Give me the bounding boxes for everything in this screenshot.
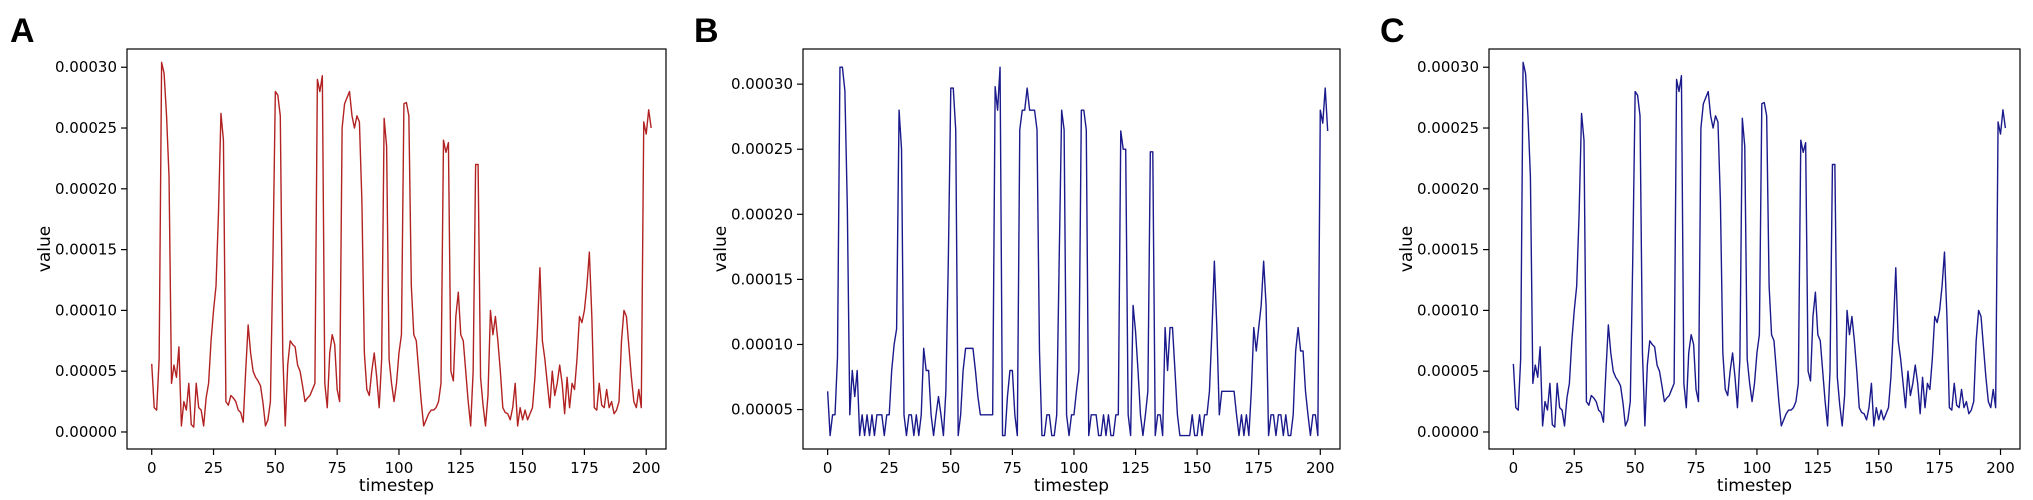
x-tick-label: 75 (1686, 459, 1705, 477)
y-tick-label: 0.00020 (55, 180, 117, 198)
y-tick-label: 0.00010 (55, 301, 117, 319)
panel-b: B 0 25 50 75 100 125 150 175 200 0.00005 0.00010 0.0… (694, 12, 1341, 496)
y-tick-label: 0.00025 (1417, 119, 1479, 137)
panel-label: A (10, 12, 35, 50)
x-tick-label: 25 (204, 459, 223, 477)
x-tick-label: 150 (508, 459, 537, 477)
y-tick-label: 0.00005 (55, 362, 117, 380)
x-tick-label: 75 (1003, 459, 1022, 477)
y-tick-label: 0.00025 (731, 140, 793, 158)
x-tick-label: 200 (632, 459, 661, 477)
x-tick-label: 50 (1626, 459, 1645, 477)
y-tick-label: 0.00030 (55, 58, 117, 76)
y-tick-label: 0.00030 (1417, 58, 1479, 76)
x-tick-label: 25 (880, 459, 899, 477)
x-tick-label: 0 (823, 459, 833, 477)
axes-frame (802, 48, 1341, 450)
x-axis-label: timestep (1034, 476, 1109, 496)
axes-frame (126, 48, 667, 450)
panel-c: C 0 25 50 75 100 125 150 175 200 0.00000 0.00005 0.0… (1380, 12, 2021, 496)
y-tick-label: 0.00020 (731, 205, 793, 223)
x-tick-label: 75 (328, 459, 347, 477)
x-tick-label: 100 (385, 459, 414, 477)
x-tick-label: 175 (1244, 459, 1273, 477)
x-tick-label: 25 (1565, 459, 1584, 477)
x-tick-label: 125 (446, 459, 475, 477)
x-tick-label: 0 (147, 459, 157, 477)
x-tick-label: 175 (1925, 459, 1954, 477)
x-axis-label: timestep (1717, 476, 1792, 496)
x-tick-label: 200 (1306, 459, 1335, 477)
panel-label: C (1380, 12, 1405, 50)
y-axis-label: value (1397, 226, 1417, 272)
series-line (1512, 61, 2007, 428)
y-tick-label: 0.00000 (55, 423, 117, 441)
y-tick-label: 0.00005 (1417, 362, 1479, 380)
x-tick-label: 200 (1986, 459, 2015, 477)
series-line (826, 66, 1329, 437)
y-tick-label: 0.00000 (1417, 423, 1479, 441)
y-axis-label: value (35, 226, 55, 272)
panel-label: B (694, 12, 719, 50)
y-tick-label: 0.00015 (731, 270, 793, 288)
y-tick-label: 0.00010 (731, 335, 793, 353)
x-tick-label: 175 (570, 459, 599, 477)
y-tick-label: 0.00020 (1417, 180, 1479, 198)
y-tick-label: 0.00005 (731, 401, 793, 419)
axes-frame (1488, 48, 2021, 450)
series-line (151, 61, 652, 428)
x-axis-label: timestep (359, 476, 434, 496)
y-tick-label: 0.00010 (1417, 301, 1479, 319)
x-tick-label: 125 (1121, 459, 1150, 477)
y-tick-label: 0.00025 (55, 119, 117, 137)
y-tick-label: 0.00030 (731, 75, 793, 93)
y-tick-label: 0.00015 (55, 241, 117, 259)
panel-a: A 0 25 50 75 100 125 150 175 200 0.00000 0.00005 0.0… (10, 12, 667, 496)
x-tick-label: 100 (1060, 459, 1089, 477)
x-tick-label: 150 (1864, 459, 1893, 477)
x-tick-label: 50 (941, 459, 960, 477)
x-tick-label: 125 (1804, 459, 1833, 477)
y-tick-label: 0.00015 (1417, 241, 1479, 259)
x-tick-label: 50 (266, 459, 285, 477)
y-axis-label: value (711, 226, 731, 272)
x-tick-label: 150 (1183, 459, 1212, 477)
x-tick-label: 0 (1509, 459, 1519, 477)
x-tick-label: 100 (1743, 459, 1772, 477)
